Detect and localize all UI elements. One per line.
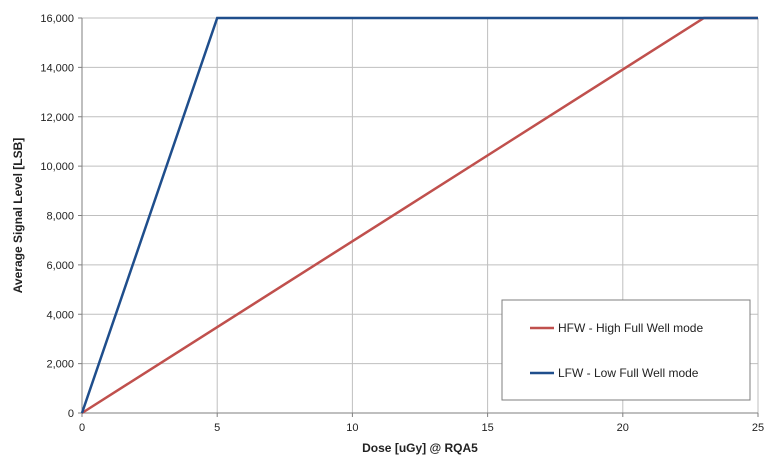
y-tick-label: 6,000	[46, 260, 74, 272]
x-axis-title: Dose [uGy] @ RQA5	[362, 441, 478, 455]
x-tick-label: 0	[79, 422, 85, 434]
legend-label-lfw: LFW - Low Full Well mode	[558, 366, 699, 380]
y-tick-label: 16,000	[40, 13, 74, 25]
x-tick-label: 10	[346, 422, 358, 434]
x-tick-label: 5	[214, 422, 220, 434]
legend-box	[501, 299, 751, 401]
y-tick-label: 2,000	[46, 359, 74, 371]
y-tick-label: 8,000	[46, 211, 74, 223]
y-tick-label: 10,000	[40, 161, 74, 173]
series-line-lfw	[80, 16, 758, 414]
x-tick-label: 25	[752, 422, 764, 434]
legend-label-hfw: HFW - High Full Well mode	[558, 321, 703, 335]
series-lines	[80, 16, 758, 415]
y-tick-label: 4,000	[46, 309, 74, 321]
y-tick-label: 0	[68, 408, 74, 420]
axes	[78, 17, 759, 417]
x-tick-label: 15	[481, 422, 493, 434]
legend: HFW - High Full Well mode LFW - Low Full…	[501, 299, 751, 401]
x-tick-label: 20	[617, 422, 629, 434]
tick-labels: 0 5 10 15 20 25 0 2,000 4,000 6,000 8,000 10,000 12,…	[40, 13, 764, 434]
y-tick-label: 12,000	[40, 112, 74, 124]
y-tick-label: 14,000	[40, 62, 74, 74]
y-axis-title: Average Signal Level [LSB]	[11, 138, 25, 294]
